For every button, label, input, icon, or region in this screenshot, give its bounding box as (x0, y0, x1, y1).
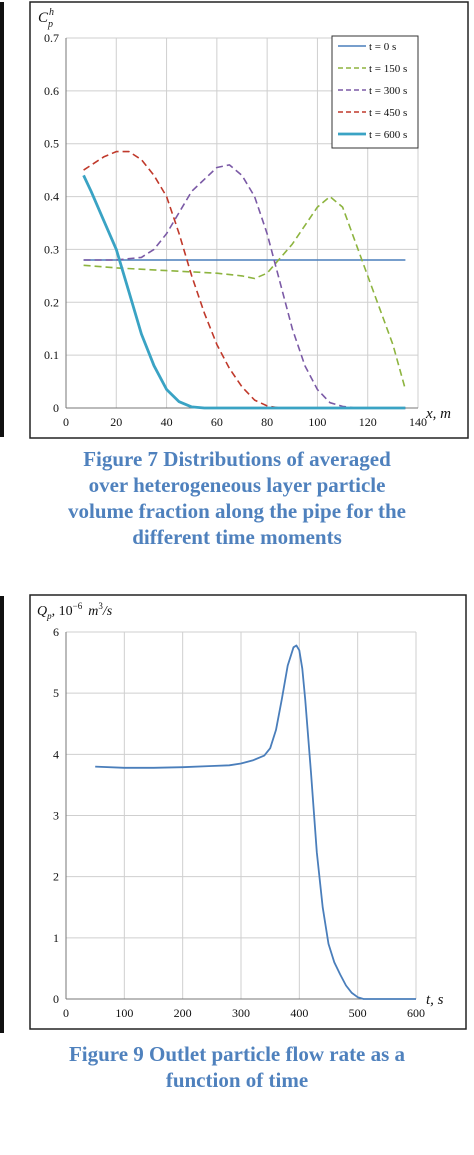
x-tick-label: 80 (261, 415, 273, 429)
left-edge-bar-top (0, 2, 4, 437)
figure-9-frame (29, 594, 467, 1030)
legend-label: t = 600 s (369, 129, 407, 141)
x-tick-label: 200 (174, 1006, 192, 1020)
y-tick-label: 0.4 (44, 190, 59, 204)
caption-line: Figure 7 Distributions of averaged (83, 447, 391, 471)
figure-7-frame (29, 1, 469, 439)
y-tick-label: 2 (53, 870, 59, 884)
caption-line: function of time (165, 1068, 309, 1092)
figure-7-panel: 0 0.1 0.2 0.3 0.4 0.5 0.6 0.7 0 20 40 60 80 100 120 14… (0, 0, 474, 445)
legend-label: t = 150 s (369, 63, 407, 75)
x-tick-label: 40 (161, 415, 173, 429)
y-tick-label: 4 (53, 747, 59, 761)
caption-line: volume fraction along the pipe for the (68, 499, 406, 523)
x-tick-label: 140 (409, 415, 427, 429)
y-tick-label: 5 (53, 686, 59, 700)
y-tick-label: 0.5 (44, 137, 59, 151)
series-line-3 (83, 164, 406, 409)
x-tick-label: 400 (290, 1006, 308, 1020)
figure-7-chart: 0 0.1 0.2 0.3 0.4 0.5 0.6 0.7 0 20 40 60 80 100 120 14… (29, 1, 469, 439)
figure-7-ylabel: Ch p (38, 7, 54, 30)
y-tick-label: 0 (53, 992, 59, 1006)
figure-7-legend: t = 0 s t = 150 s t = 300 s t = 450 s t = 60… (331, 35, 419, 149)
figure-9-xlabel: t, s (426, 992, 444, 1008)
series-line-1 (95, 644, 416, 1000)
y-tick-label: 0.7 (44, 31, 59, 45)
left-edge-bar-bottom (0, 596, 4, 1033)
figure-9-chart: 0 1 2 3 4 5 6 0 100 200 300 400 500 600 Qp, 10−6 m3/s… (29, 594, 467, 1030)
x-tick-label: 20 (110, 415, 122, 429)
x-tick-label: 120 (359, 415, 377, 429)
y-tick-label: 1 (53, 931, 59, 945)
x-tick-label: 100 (115, 1006, 133, 1020)
y-tick-label: 0.6 (44, 84, 59, 98)
x-tick-label: 600 (407, 1006, 425, 1020)
caption-line: different time moments (132, 525, 342, 549)
y-tick-label: 0.3 (44, 242, 59, 256)
x-tick-label: 60 (211, 415, 223, 429)
figure-9-ylabel: Qp, 10−6 m3/s (37, 601, 113, 621)
caption-line: over heterogeneous layer particle (88, 473, 386, 497)
series-line-2 (83, 195, 407, 390)
figure-9-caption: Figure 9 Outlet particle flow rate as a … (0, 1041, 474, 1093)
figure-7-xlabel: x, m (425, 406, 451, 422)
series-line-5 (82, 174, 406, 410)
legend-label: t = 0 s (369, 41, 396, 53)
caption-line: Figure 9 Outlet particle flow rate as a (68, 1042, 406, 1066)
x-tick-label: 100 (308, 415, 326, 429)
x-tick-label: 300 (232, 1006, 250, 1020)
x-tick-label: 0 (63, 1006, 69, 1020)
y-tick-label: 0 (53, 401, 59, 415)
y-tick-label: 3 (53, 809, 59, 823)
figure-9-panel: 0 1 2 3 4 5 6 0 100 200 300 400 500 600 Qp, 10−6 m3/s… (0, 590, 474, 1035)
y-tick-label: 6 (53, 625, 59, 639)
legend-label: t = 300 s (369, 85, 407, 97)
legend-box (331, 35, 419, 149)
x-tick-label: 0 (63, 415, 69, 429)
series-line-4 (83, 150, 406, 409)
figure-7-caption: Figure 7 Distributions of averaged over … (0, 446, 474, 550)
y-tick-label: 0.2 (44, 295, 59, 309)
legend-label: t = 450 s (369, 107, 407, 119)
x-tick-label: 500 (349, 1006, 367, 1020)
y-tick-label: 0.1 (44, 348, 59, 362)
